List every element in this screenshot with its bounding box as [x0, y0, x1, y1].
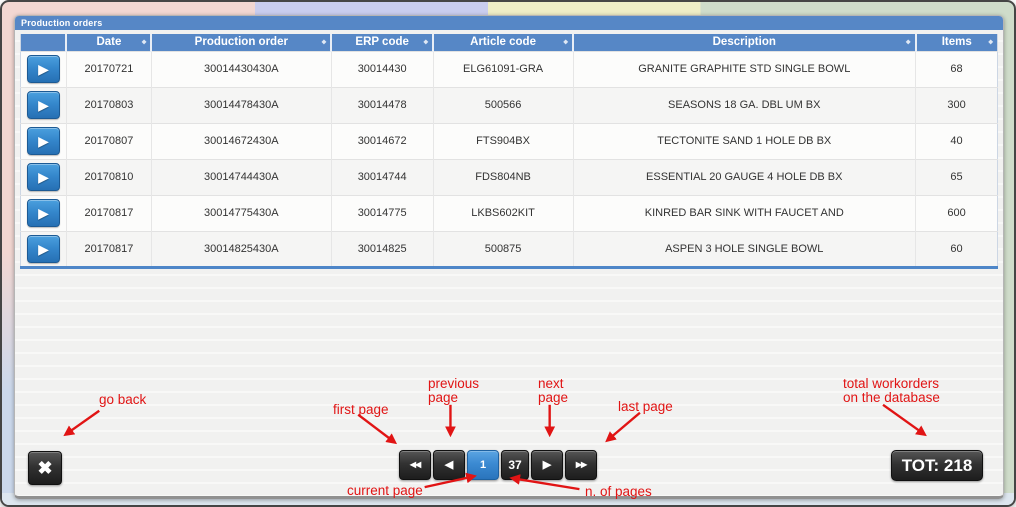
cell-date: 20170803	[65, 86, 152, 123]
play-icon: ▶	[38, 240, 49, 257]
cell-article-code: 500566	[432, 86, 573, 123]
annotation-go-back: go back	[99, 392, 147, 407]
cell-items: 300	[915, 86, 998, 123]
cell-items: 68	[915, 50, 998, 87]
sort-icon[interactable]: ◆	[423, 39, 429, 46]
annotation-total-workorders: total workorders on the database	[843, 376, 940, 405]
cell-date: 20170721	[65, 50, 152, 87]
cell-production-order: 30014672430A	[150, 122, 332, 159]
window-titlebar: Production orders	[15, 16, 1003, 30]
column-header-article-code[interactable]: Article code ◆	[432, 34, 573, 51]
background-left-strip	[2, 252, 14, 505]
cell-description: GRANITE GRAPHITE STD SINGLE BOWL	[572, 50, 916, 87]
cell-description: KINRED BAR SINK WITH FAUCET AND	[572, 194, 916, 231]
annotation-last-page: last page	[618, 399, 673, 414]
open-order-button[interactable]: ▶	[26, 55, 60, 83]
cell-article-code: 500875	[432, 230, 573, 267]
table-row: ▶ 20170817 30014825430A 30014825 500875 …	[20, 230, 998, 267]
table-row: ▶ 20170721 30014430430A 30014430 ELG6109…	[20, 50, 998, 87]
cell-production-order: 30014430430A	[150, 50, 332, 87]
table-header-row: Date ◆ Production order ◆ ERP code ◆ Articl…	[20, 34, 998, 51]
column-header-production-order[interactable]: Production order ◆	[150, 34, 332, 51]
column-header-items[interactable]: Items ◆	[914, 34, 998, 51]
cell-date: 20170817	[65, 194, 152, 231]
pagination: ◀◀ ◀ 1 37 ▶ ▶▶	[399, 450, 597, 480]
cell-article-code: LKBS602KIT	[432, 194, 573, 231]
cell-production-order: 30014744430A	[150, 158, 332, 195]
cell-description: SEASONS 18 GA. DBL UM BX	[572, 86, 916, 123]
production-orders-table: Date ◆ Production order ◆ ERP code ◆ Articl…	[20, 34, 998, 269]
sort-icon[interactable]: ◆	[321, 39, 327, 46]
cell-items: 65	[915, 158, 998, 195]
column-header-erp-code[interactable]: ERP code ◆	[330, 34, 434, 51]
cell-article-code: ELG61091-GRA	[432, 50, 573, 87]
close-icon: ✖	[37, 458, 53, 478]
production-orders-window: Production orders Date ◆ Production order…	[14, 15, 1004, 499]
play-icon: ▶	[38, 205, 49, 221]
cell-date: 20170817	[65, 230, 152, 267]
cell-erp-code: 30014825	[330, 230, 434, 267]
cell-production-order: 30014478430A	[150, 86, 332, 123]
cell-items: 40	[915, 122, 998, 159]
table-row: ▶ 20170807 30014672430A 30014672 FTS904B…	[20, 122, 998, 159]
table-row: ▶ 20170810 30014744430A 30014744 FDS804N…	[20, 158, 998, 195]
play-icon: ▶	[38, 169, 49, 185]
table-row: ▶ 20170817 30014775430A 30014775 LKBS602…	[20, 194, 998, 231]
annotation-next-page: next page	[538, 376, 569, 405]
sort-icon[interactable]: ◆	[141, 39, 147, 46]
cell-items: 60	[915, 230, 998, 267]
sort-icon[interactable]: ◆	[563, 39, 568, 46]
cell-article-code: FDS804NB	[432, 158, 573, 195]
annotation-first-page: first page	[333, 402, 389, 417]
annotation-previous-page: previous page	[428, 376, 480, 405]
first-page-button[interactable]: ◀◀	[399, 450, 431, 480]
sort-icon[interactable]: ◆	[905, 39, 911, 46]
cell-date: 20170807	[65, 122, 152, 159]
cell-production-order: 30014775430A	[150, 194, 332, 231]
open-order-button[interactable]: ▶	[26, 163, 60, 191]
next-page-button[interactable]: ▶	[531, 450, 563, 480]
cell-date: 20170810	[65, 158, 152, 195]
cell-article-code: FTS904BX	[432, 122, 573, 159]
column-header-date[interactable]: Date ◆	[65, 34, 152, 51]
sort-icon[interactable]: ◆	[988, 39, 993, 46]
last-page-button[interactable]: ▶▶	[565, 450, 597, 480]
cell-erp-code: 30014744	[330, 158, 434, 195]
current-page-button[interactable]: 1	[467, 450, 499, 480]
cell-description: ASPEN 3 HOLE SINGLE BOWL	[572, 230, 916, 267]
annotation-current-page: current page	[347, 483, 423, 498]
cell-description: TECTONITE SAND 1 HOLE DB BX	[572, 122, 916, 159]
column-header-actions	[20, 34, 67, 51]
cell-description: ESSENTIAL 20 GAUGE 4 HOLE DB BX	[572, 158, 916, 195]
go-back-button[interactable]: ✖	[28, 451, 62, 485]
table-row: ▶ 20170803 30014478430A 30014478 500566 …	[20, 86, 998, 123]
annotation-n-of-pages: n. of pages	[585, 484, 652, 499]
cell-erp-code: 30014672	[330, 122, 434, 159]
total-pages-button[interactable]: 37	[501, 450, 529, 480]
play-icon: ▶	[38, 97, 49, 113]
play-icon: ▶	[38, 133, 49, 149]
previous-page-button[interactable]: ◀	[433, 450, 465, 480]
open-order-button[interactable]: ▶	[26, 234, 60, 263]
cell-items: 600	[915, 194, 998, 231]
open-order-button[interactable]: ▶	[26, 127, 60, 155]
window-title: Production orders	[21, 18, 103, 28]
cell-erp-code: 30014478	[330, 86, 434, 123]
column-header-description[interactable]: Description ◆	[572, 34, 916, 51]
cell-erp-code: 30014775	[330, 194, 434, 231]
open-order-button[interactable]: ▶	[26, 91, 60, 119]
total-workorders-badge: TOT: 218	[891, 450, 983, 481]
cell-erp-code: 30014430	[330, 50, 434, 87]
play-icon: ▶	[38, 61, 49, 77]
open-order-button[interactable]: ▶	[26, 199, 60, 227]
cell-production-order: 30014825430A	[150, 230, 332, 267]
